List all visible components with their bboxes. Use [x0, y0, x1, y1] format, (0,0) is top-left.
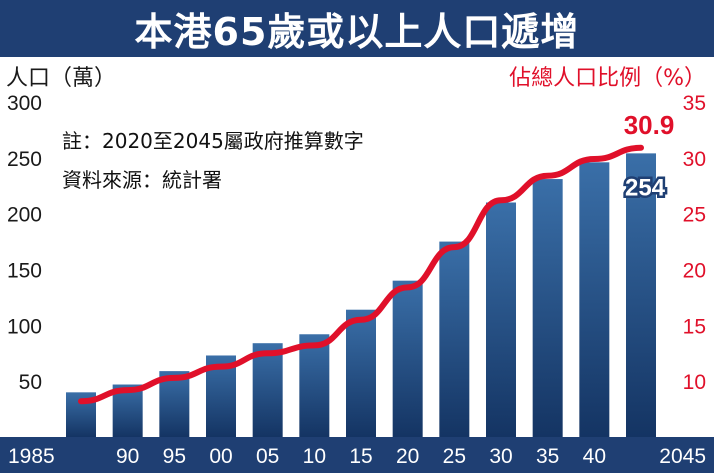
- bar-2045: [626, 153, 656, 437]
- bar-40: [579, 162, 610, 438]
- callout-population: 254: [625, 174, 666, 201]
- left-tick-50: 50: [19, 371, 42, 394]
- right-axis-title: 佔總人口比例（%）: [509, 66, 706, 91]
- bar-15: [346, 309, 376, 437]
- line-series: [78, 144, 644, 405]
- x-tick-30: 30: [489, 445, 512, 468]
- callout-percentage: 30.9: [624, 110, 675, 140]
- left-tick-200: 200: [7, 204, 42, 227]
- percentage-line: [78, 144, 644, 405]
- bar-10: [299, 334, 330, 437]
- bar-20: [392, 280, 423, 437]
- bar-series: [66, 153, 656, 438]
- left-tick-100: 100: [7, 315, 42, 338]
- x-tick-15: 15: [349, 445, 372, 468]
- x-tick-1985: 1985: [8, 445, 55, 468]
- right-tick-15: 15: [683, 315, 706, 338]
- bar-25: [439, 241, 470, 437]
- x-axis-ticks: 1985 90 95 00 05 10 15 20 25 30 35 40 2045: [8, 445, 706, 468]
- right-tick-20: 20: [683, 260, 706, 283]
- right-tick-25: 25: [683, 204, 706, 227]
- left-axis-title: 人口（萬）: [6, 66, 117, 91]
- x-tick-40: 40: [583, 445, 606, 468]
- x-tick-35: 35: [536, 445, 559, 468]
- x-tick-95: 95: [163, 445, 186, 468]
- left-axis-ticks: 50 100 150 200 250 300: [7, 92, 42, 394]
- x-tick-25: 25: [443, 445, 466, 468]
- left-tick-250: 250: [7, 148, 42, 171]
- x-tick-05: 05: [256, 445, 279, 468]
- right-tick-35: 35: [683, 92, 706, 115]
- x-tick-10: 10: [303, 445, 326, 468]
- x-tick-90: 90: [116, 445, 139, 468]
- note-source: 資料來源：統計署: [62, 168, 222, 192]
- left-tick-150: 150: [7, 260, 42, 283]
- note-projection: 註：2020至2045屬政府推算數字: [62, 129, 364, 153]
- callouts: 30.9 254: [622, 110, 675, 204]
- chart-title: 本港65歲或以上人口遞增: [0, 0, 714, 57]
- right-tick-10: 10: [683, 371, 706, 394]
- right-axis-ticks: 10 15 20 25 30 35: [683, 92, 706, 394]
- bar-35: [532, 179, 563, 438]
- x-tick-00: 00: [209, 445, 232, 468]
- bar-30: [486, 202, 516, 437]
- bar-05: [252, 343, 283, 437]
- right-tick-30: 30: [683, 148, 706, 171]
- x-tick-20: 20: [396, 445, 419, 468]
- x-axis-band: [0, 437, 714, 473]
- left-tick-300: 300: [7, 92, 42, 115]
- bar-95: [159, 371, 190, 437]
- x-tick-2045: 2045: [659, 445, 706, 468]
